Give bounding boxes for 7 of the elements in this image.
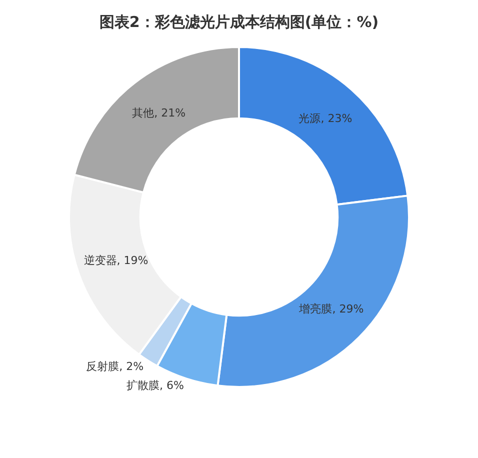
slice-label: 其他, 21% — [132, 106, 186, 120]
slice-label: 逆变器, 19% — [84, 254, 148, 268]
chart-title: 图表2：彩色滤光片成本结构图(单位：%) — [99, 12, 379, 31]
slice-label: 增亮膜, 29% — [298, 302, 364, 316]
slice-label: 光源, 23% — [298, 112, 352, 125]
slice-label: 反射膜, 2% — [86, 360, 144, 374]
slice-label: 扩散膜, 6% — [126, 379, 184, 392]
